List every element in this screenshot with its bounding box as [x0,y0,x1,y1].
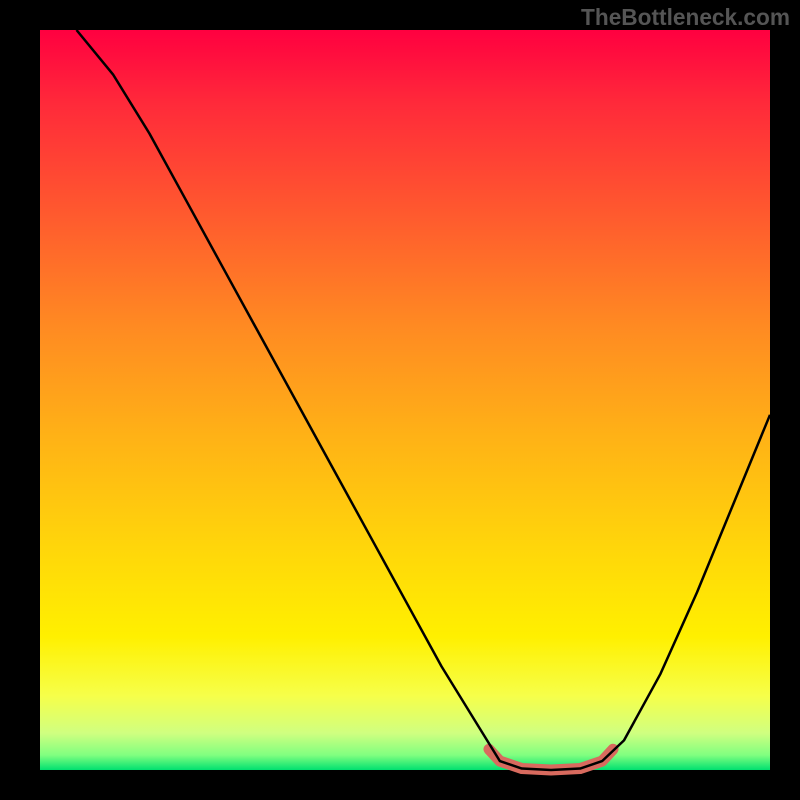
plot-background [40,30,770,770]
watermark-text: TheBottleneck.com [581,4,790,31]
bottleneck-chart: TheBottleneck.com [0,0,800,800]
chart-svg [0,0,800,800]
